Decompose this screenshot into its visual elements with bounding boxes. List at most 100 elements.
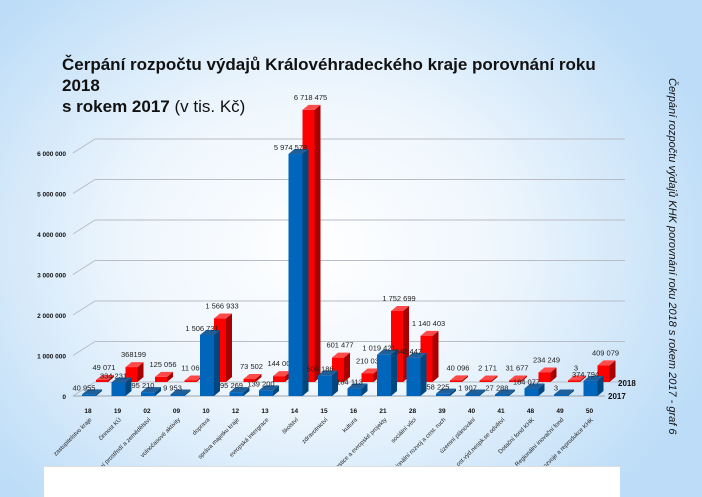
bar-2018-side	[609, 360, 616, 382]
y-tick-label: 2 000 000	[37, 313, 66, 320]
bar-2017	[524, 388, 539, 396]
category-code: 48	[527, 408, 535, 415]
bar-2017-side	[184, 389, 191, 396]
category-label: zastupitelstvo kraje	[53, 417, 94, 458]
bar-2018-top	[125, 362, 144, 368]
data-label-2018: 601 477	[326, 341, 353, 350]
data-label-2018: 144 000	[267, 359, 294, 368]
data-label-2017: 27 288	[486, 384, 509, 393]
bar-2018-top	[243, 374, 262, 380]
data-label-2018: 1 140 403	[412, 319, 445, 328]
bar-2017-side	[96, 389, 102, 396]
data-label-2017: 1 019 421	[362, 344, 395, 353]
data-label-2018: 1 566 933	[205, 302, 238, 311]
category-code: 14	[291, 408, 299, 415]
bar-2017	[288, 154, 303, 396]
data-label-2018: 6 718 475	[294, 93, 327, 102]
bar-2018-side	[521, 375, 527, 382]
bar-2017	[229, 392, 244, 396]
bar-2017-side	[302, 149, 309, 396]
gridline-diagonal	[72, 300, 96, 316]
category-code: 41	[497, 408, 505, 415]
bar-2018-side	[167, 371, 173, 382]
bar-2017-side	[538, 383, 545, 396]
bar-2017-side	[391, 349, 397, 396]
category-label: kultura	[342, 417, 359, 434]
bar-2017-top	[82, 389, 102, 395]
bar-2017-side	[568, 389, 574, 396]
category-code: 02	[143, 408, 151, 415]
bar-2018-side	[314, 104, 321, 382]
data-label-2017: 58 225	[427, 383, 450, 392]
bar-2018	[538, 372, 551, 382]
y-tick-label: 5 000 000	[37, 192, 66, 199]
category-code: 19	[114, 408, 122, 415]
bar-2017-top	[406, 352, 427, 358]
bar-2018-top	[479, 375, 498, 381]
data-label-2017: 40 955	[73, 383, 96, 392]
bar-2018-side	[255, 374, 262, 382]
bar-2018-side	[108, 375, 114, 382]
data-label-2017: 3	[554, 384, 558, 393]
bar-2018-top	[391, 306, 409, 312]
bar-2018	[479, 380, 492, 382]
bar-2018-top	[597, 360, 616, 366]
bar-2017	[141, 392, 155, 396]
bar-2018	[361, 373, 374, 382]
gridline-diagonal	[72, 381, 96, 397]
bar-2017-top	[141, 387, 161, 393]
category-code: 15	[320, 408, 328, 415]
category-code: 49	[556, 408, 564, 415]
bar-2018	[509, 380, 521, 382]
data-label-2018: 125 056	[149, 360, 176, 369]
data-label-2017: 95 269	[220, 381, 243, 390]
category-code: 18	[84, 408, 92, 415]
bar-2018	[155, 376, 167, 382]
bar-2017	[82, 394, 96, 396]
data-label-2017: 942 447	[395, 347, 422, 356]
data-label-2018: 210 039	[356, 356, 383, 365]
data-label-2017: 374 794	[572, 370, 599, 379]
gridline-diagonal	[72, 179, 96, 194]
legend-2018: 2018	[618, 379, 636, 388]
bar-2017	[347, 388, 362, 396]
gridline-diagonal	[72, 341, 96, 356]
bar-2018-side	[432, 330, 439, 382]
chart-title: Čerpání rozpočtu výdajů Královéhradeckéh…	[62, 54, 622, 117]
data-label-2018: 73 502	[240, 362, 263, 371]
y-tick-label: 3 000 000	[37, 273, 66, 280]
bar-2017	[495, 394, 509, 396]
bar-2017-side	[125, 377, 132, 396]
bar-2018	[96, 380, 108, 382]
bar-2017	[554, 394, 568, 396]
bar-2018-top	[184, 375, 203, 381]
bar-2017	[406, 357, 421, 396]
gridline-diagonal	[72, 138, 96, 154]
bar-2017-top	[554, 389, 574, 395]
bar-2018-top	[332, 352, 350, 358]
data-label-2018: 11 069	[181, 364, 203, 373]
bar-2018	[243, 379, 256, 382]
bar-2018-top	[155, 371, 173, 377]
data-label-2017: 509 186	[306, 364, 333, 373]
bar-2017-side	[509, 389, 515, 396]
data-label-2017: 184 113	[336, 378, 363, 387]
bar-2018	[273, 376, 285, 382]
bar-2017-side	[450, 388, 456, 396]
data-label-2017: 1 907	[458, 384, 477, 393]
bar-2018-top	[214, 313, 232, 319]
bar-2018	[450, 380, 462, 382]
chart-title-line2: s rokem 2017	[62, 97, 170, 116]
category-label: Regionální inovační fond	[514, 417, 565, 468]
bottom-table-strip	[44, 466, 620, 497]
data-label-2017: 334 231	[100, 371, 127, 380]
data-label-2017: 1 506 731	[185, 324, 218, 333]
gridline-diagonal	[72, 219, 96, 235]
bar-2018-side	[491, 375, 498, 382]
y-tick-label: 6 000 000	[37, 151, 66, 158]
y-tick-label: 0	[62, 394, 66, 401]
data-label-2018: 1 752 699	[382, 294, 415, 303]
bar-2017-top	[200, 329, 220, 335]
bar-2017	[465, 394, 480, 396]
bar-2018-top	[538, 367, 557, 373]
